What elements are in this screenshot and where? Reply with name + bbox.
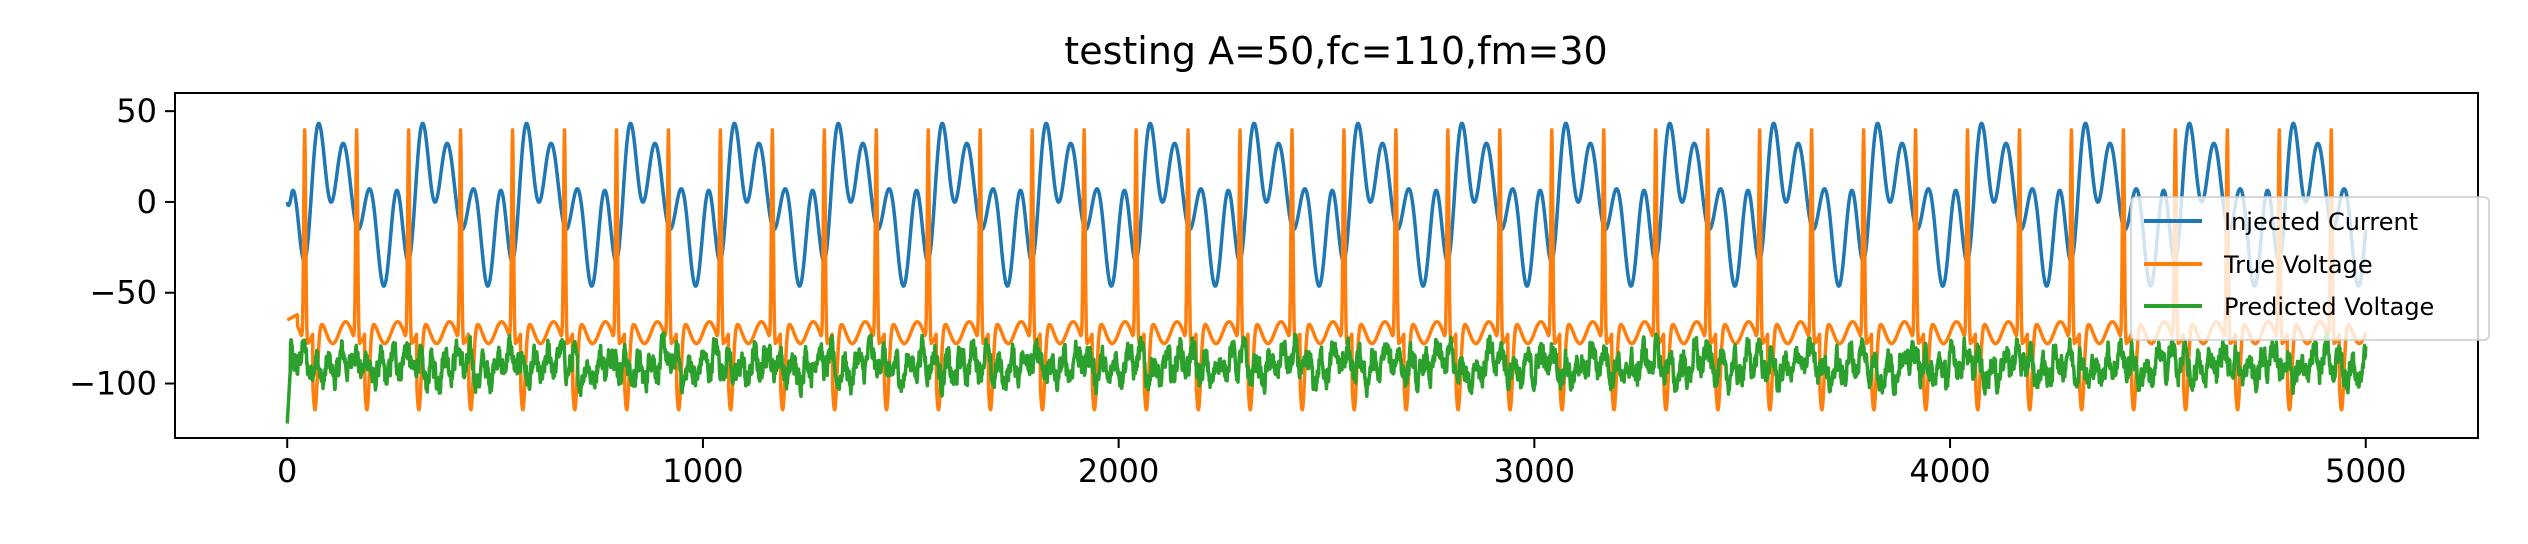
y-axis: 50 0 −50 −100 xyxy=(69,92,175,403)
x-tick-label: 2000 xyxy=(1078,452,1159,490)
y-tick-label: 0 xyxy=(137,183,157,221)
x-tick-label: 3000 xyxy=(1494,452,1575,490)
x-tick-label: 5000 xyxy=(2325,452,2406,490)
series-true-voltage xyxy=(285,128,2368,412)
legend-label-injected-current: Injected Current xyxy=(2224,208,2418,236)
x-tick-label: 1000 xyxy=(662,452,743,490)
legend-box xyxy=(2130,196,2490,341)
series-predicted-voltage xyxy=(285,331,2368,424)
chart-title: testing A=50,fc=110,fm=30 xyxy=(1064,29,1607,73)
x-tick-label: 0 xyxy=(277,452,297,490)
y-tick-label: 50 xyxy=(116,92,157,130)
y-tick-label: −50 xyxy=(89,274,157,312)
x-tick-label: 4000 xyxy=(1909,452,1990,490)
legend: Injected Current True Voltage Predicted … xyxy=(2130,196,2490,341)
legend-label-predicted-voltage: Predicted Voltage xyxy=(2224,293,2434,321)
legend-label-true-voltage: True Voltage xyxy=(2223,251,2373,279)
x-axis: 0 1000 2000 3000 4000 5000 xyxy=(277,438,2406,490)
y-tick-label: −100 xyxy=(69,365,157,403)
